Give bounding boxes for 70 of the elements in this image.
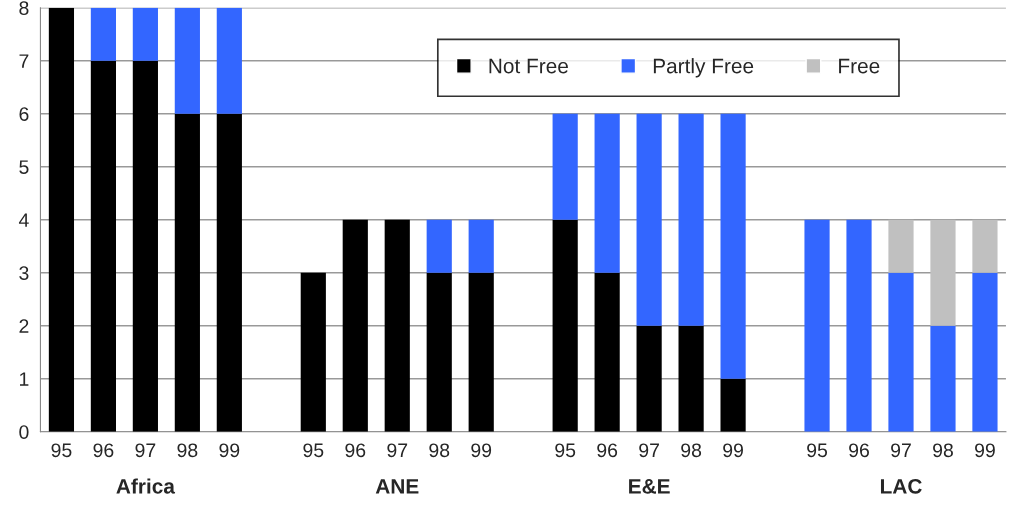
- x-tick-label: 95: [807, 443, 828, 458]
- bar: [972, 272, 998, 432]
- x-tick-label: 98: [933, 443, 953, 458]
- bar: [972, 219, 998, 273]
- x-tick-label: 95: [51, 443, 72, 458]
- y-tick-label: 3: [19, 266, 29, 280]
- bar: [678, 325, 704, 432]
- bar: [174, 113, 200, 432]
- bar: [48, 7, 75, 432]
- bar: [216, 7, 242, 114]
- bar: [636, 325, 662, 432]
- bar: [636, 113, 662, 326]
- legend-label: Free: [839, 58, 880, 74]
- bar: [930, 219, 956, 326]
- x-tick-label: 99: [219, 443, 240, 458]
- x-tick-label: 97: [891, 443, 911, 458]
- bar: [90, 60, 116, 432]
- bar: [552, 219, 578, 432]
- bar: [300, 272, 326, 432]
- bar: [468, 272, 494, 432]
- text: E&E: [629, 479, 670, 494]
- x-tick-label: 99: [975, 443, 995, 458]
- bar: [678, 113, 704, 326]
- bar: [174, 7, 200, 114]
- y-tick-label: 2: [19, 319, 29, 333]
- y-tick-label: 4: [18, 213, 29, 227]
- text: LAC: [880, 478, 922, 494]
- bar: [132, 7, 158, 61]
- bar: [594, 113, 620, 273]
- x-tick-label: 97: [135, 443, 156, 458]
- y-tick-label: 0: [19, 425, 29, 439]
- x-tick-label: 97: [639, 443, 659, 458]
- text: Africa: [116, 478, 176, 494]
- x-tick-label: 99: [723, 443, 743, 458]
- y-tick-label: 7: [19, 54, 29, 68]
- y-tick-label: 5: [19, 160, 29, 174]
- legend-label: Not Free: [489, 58, 568, 74]
- bar: [426, 272, 452, 432]
- bar: [594, 272, 620, 432]
- bar: [342, 219, 368, 432]
- y-tick-label: 6: [19, 107, 29, 121]
- bar: [216, 113, 242, 432]
- bar: [888, 272, 914, 432]
- x-tick-label: 96: [345, 443, 366, 458]
- x-tick-label: 98: [429, 443, 450, 458]
- x-tick-label: 96: [849, 443, 869, 458]
- x-tick-label: 95: [555, 443, 576, 458]
- bar: [132, 60, 158, 432]
- x-tick-label: 95: [303, 443, 324, 458]
- bar: [804, 219, 830, 432]
- bar: [552, 113, 578, 220]
- x-tick-label: 96: [93, 443, 114, 458]
- bar: [384, 219, 410, 432]
- x-tick-label: 99: [471, 443, 492, 458]
- x-tick-label: 98: [177, 443, 198, 458]
- bar: [468, 219, 494, 273]
- y-tick-label: 1: [20, 372, 29, 386]
- bar: [90, 7, 116, 61]
- x-tick-label: 98: [681, 443, 702, 458]
- bar: [426, 219, 452, 273]
- bar: [846, 219, 872, 432]
- text: ANE: [375, 479, 419, 494]
- bar: [930, 325, 956, 432]
- x-tick-label: 96: [597, 443, 618, 458]
- x-tick-label: 97: [387, 443, 408, 458]
- legend-label: Partly Free: [653, 58, 754, 78]
- y-tick-label: 8: [19, 1, 29, 15]
- bar: [720, 378, 746, 432]
- bar: [720, 113, 746, 379]
- bar: [888, 219, 914, 273]
